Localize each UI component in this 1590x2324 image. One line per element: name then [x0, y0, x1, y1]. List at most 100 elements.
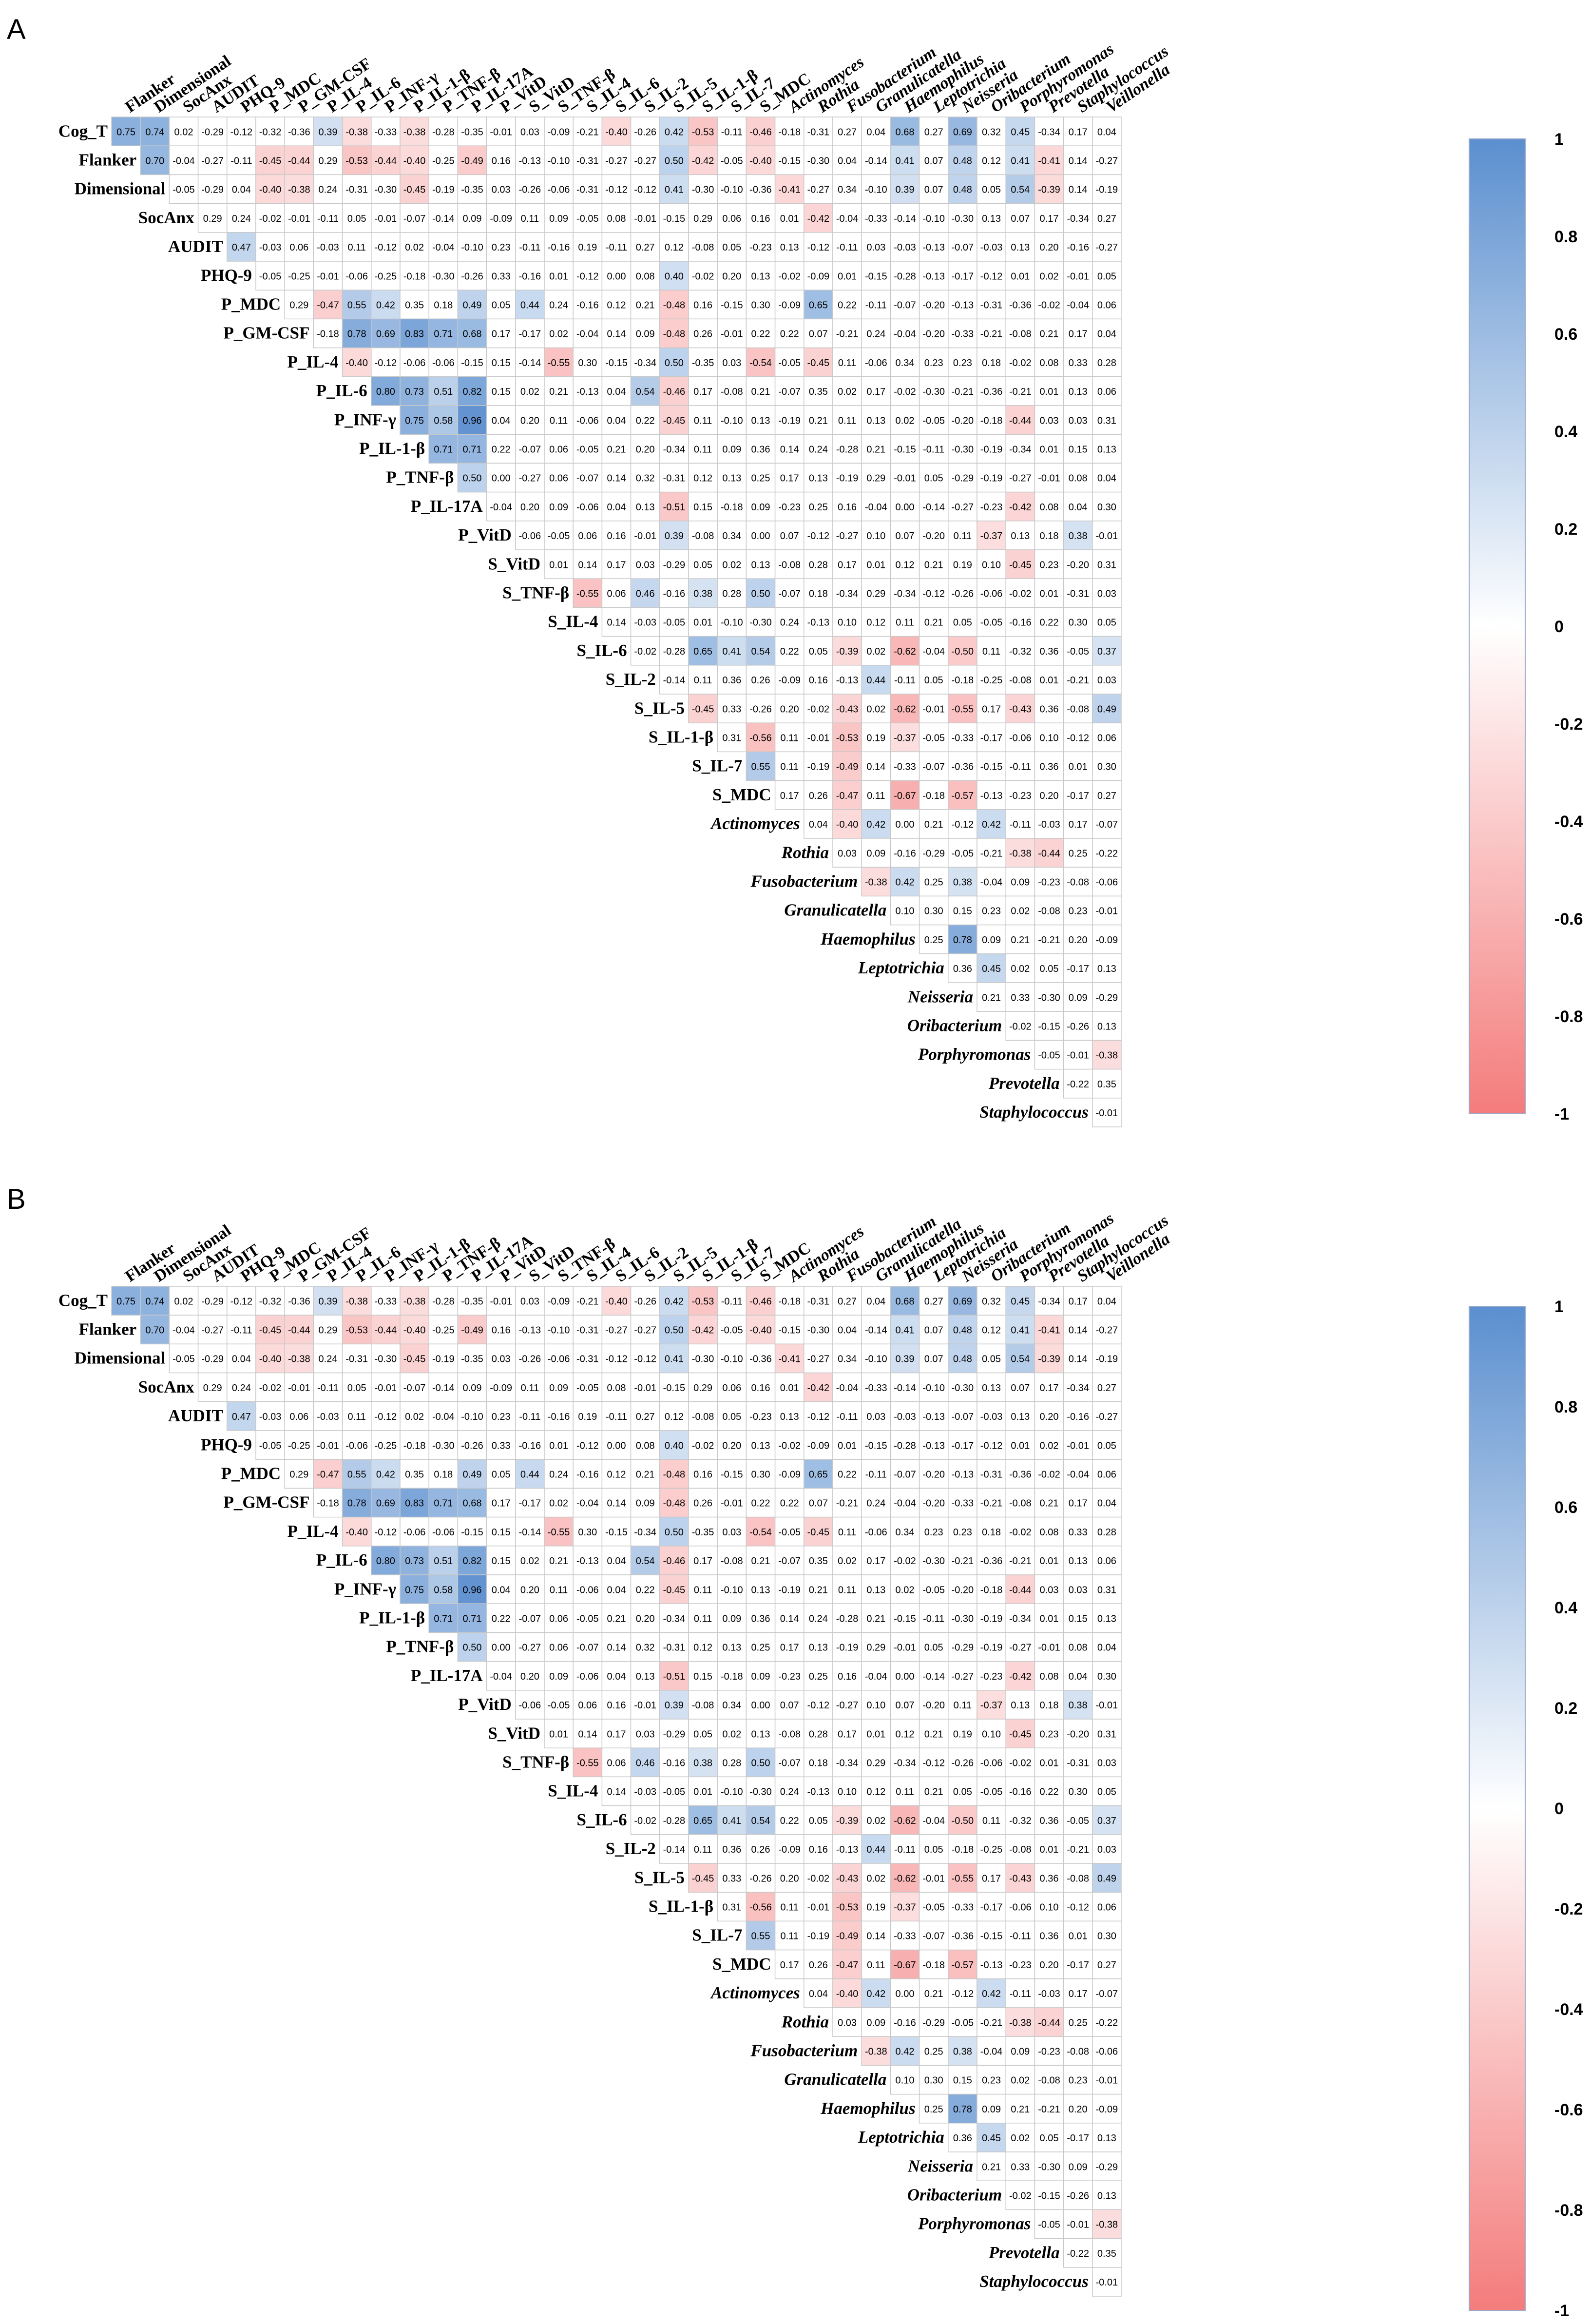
heatmap-cell	[573, 1747, 603, 1778]
cell-value: 0.50	[751, 588, 770, 599]
heatmap-cell	[515, 1459, 545, 1489]
cell-value: -0.05	[1038, 2220, 1060, 2230]
cell-value: 0.13	[636, 502, 655, 513]
cell-value: 0.06	[607, 1758, 626, 1768]
heatmap-cell	[774, 116, 805, 146]
cell-value: -0.03	[634, 1787, 656, 1798]
cell-value: 0.03	[1069, 1585, 1088, 1595]
heatmap-cell	[919, 405, 949, 435]
cell-value: 0.16	[492, 155, 511, 166]
heatmap-cell	[832, 607, 862, 637]
heatmap-cell	[400, 1315, 429, 1345]
heatmap-cell	[977, 1488, 1006, 1518]
cell-value: -0.13	[576, 1556, 599, 1567]
heatmap-cell	[630, 376, 660, 406]
heatmap-cell	[746, 174, 776, 204]
heatmap-cell	[746, 578, 776, 608]
cell-value: -0.12	[230, 1296, 253, 1307]
cell-value: -0.06	[1009, 733, 1032, 743]
cell-value: -0.31	[980, 1469, 1003, 1480]
cell-value: 0.34	[896, 358, 915, 368]
cell-value: -0.09	[1096, 935, 1118, 946]
cell-value: -0.41	[778, 185, 801, 195]
cell-value: -0.17	[519, 329, 541, 340]
cell-value: -0.10	[721, 1585, 743, 1595]
heatmap-cell	[977, 1834, 1006, 1864]
cell-value: 0.04	[607, 1585, 626, 1595]
cell-value: -0.02	[894, 387, 916, 397]
cell-value: -0.23	[980, 502, 1003, 513]
cell-value: 0.28	[1097, 358, 1116, 368]
cell-value: -0.26	[519, 1354, 541, 1365]
cell-value: -0.56	[749, 733, 772, 743]
cell-value: 0.01	[838, 271, 857, 282]
heatmap-cell	[140, 116, 170, 146]
heatmap-cell	[890, 722, 920, 753]
cell-value: -0.55	[548, 358, 570, 368]
colorbar-tick-label: -0.4	[1554, 813, 1583, 831]
heatmap-cell	[774, 1805, 805, 1835]
heatmap-cell	[544, 1343, 574, 1374]
cell-value: 0.40	[665, 1440, 684, 1451]
cell-value: 0.22	[780, 329, 799, 340]
heatmap-cell	[659, 1805, 689, 1835]
cell-value: 0.06	[1097, 1902, 1116, 1913]
heatmap-cell	[832, 318, 862, 349]
cell-value: -0.03	[894, 1412, 916, 1422]
cell-value: -0.02	[259, 213, 282, 224]
cell-value: 0.13	[751, 1729, 770, 1740]
cell-value: -0.01	[807, 733, 830, 743]
cell-value: -0.31	[980, 300, 1003, 310]
cell-value: -0.01	[634, 531, 656, 542]
cell-value: 0.31	[1097, 560, 1116, 570]
cell-value: 0.02	[1040, 1440, 1059, 1451]
cell-value: -0.04	[1067, 1469, 1089, 1480]
heatmap-cell	[371, 1315, 401, 1345]
heatmap-cell	[1092, 838, 1122, 868]
heatmap-cell	[774, 434, 805, 464]
cell-value: 0.03	[520, 127, 539, 137]
cell-value: 0.17	[780, 1960, 799, 1971]
cell-value: -0.34	[1038, 1296, 1060, 1307]
heatmap-cell	[948, 1661, 977, 1691]
cell-value: -0.05	[980, 618, 1003, 628]
heatmap-cell	[688, 1632, 718, 1662]
cell-value: 0.44	[866, 675, 885, 686]
cell-value: -0.15	[865, 1440, 887, 1451]
heatmap-cell	[977, 1776, 1006, 1806]
cell-value: -0.44	[1038, 2017, 1060, 2028]
heatmap-cell	[919, 1603, 949, 1633]
cell-value: 0.14	[607, 1643, 626, 1653]
cell-value: -0.36	[980, 1556, 1003, 1567]
cell-value: 0.25	[1069, 848, 1088, 859]
heatmap-cell	[428, 1603, 459, 1633]
heatmap-cell	[919, 809, 949, 839]
cell-value: -0.36	[980, 387, 1003, 397]
cell-value: 0.13	[1097, 444, 1116, 455]
cell-value: -0.01	[634, 1383, 656, 1394]
heatmap-cell	[601, 1343, 632, 1374]
heatmap-cell	[977, 1978, 1006, 2008]
cell-value: 0.23	[492, 242, 511, 253]
heatmap-cell	[861, 434, 891, 464]
cell-value: -0.44	[288, 1325, 310, 1336]
cell-value: 0.07	[1011, 213, 1030, 224]
row-label: S_MDC	[712, 785, 771, 804]
row-label: S_IL-5	[634, 1868, 685, 1887]
heatmap-cell	[774, 1661, 805, 1691]
cell-value: -0.11	[1010, 1989, 1031, 1999]
heatmap-cell	[890, 405, 920, 435]
heatmap-cell	[1005, 1949, 1035, 1979]
cell-value: 0.71	[463, 444, 482, 455]
cell-value: -0.30	[922, 1556, 945, 1567]
heatmap-cell	[486, 434, 516, 464]
row-label: P_IL-6	[316, 1550, 367, 1569]
cell-value: -0.21	[1067, 675, 1089, 686]
heatmap-cell	[804, 607, 833, 637]
cell-value: 0.42	[866, 819, 885, 830]
heatmap-cell	[746, 1286, 776, 1316]
cell-value: -0.27	[807, 1354, 830, 1365]
heatmap-cell	[515, 145, 545, 175]
cell-value: -0.47	[836, 791, 859, 801]
cell-value: 0.09	[549, 502, 568, 513]
